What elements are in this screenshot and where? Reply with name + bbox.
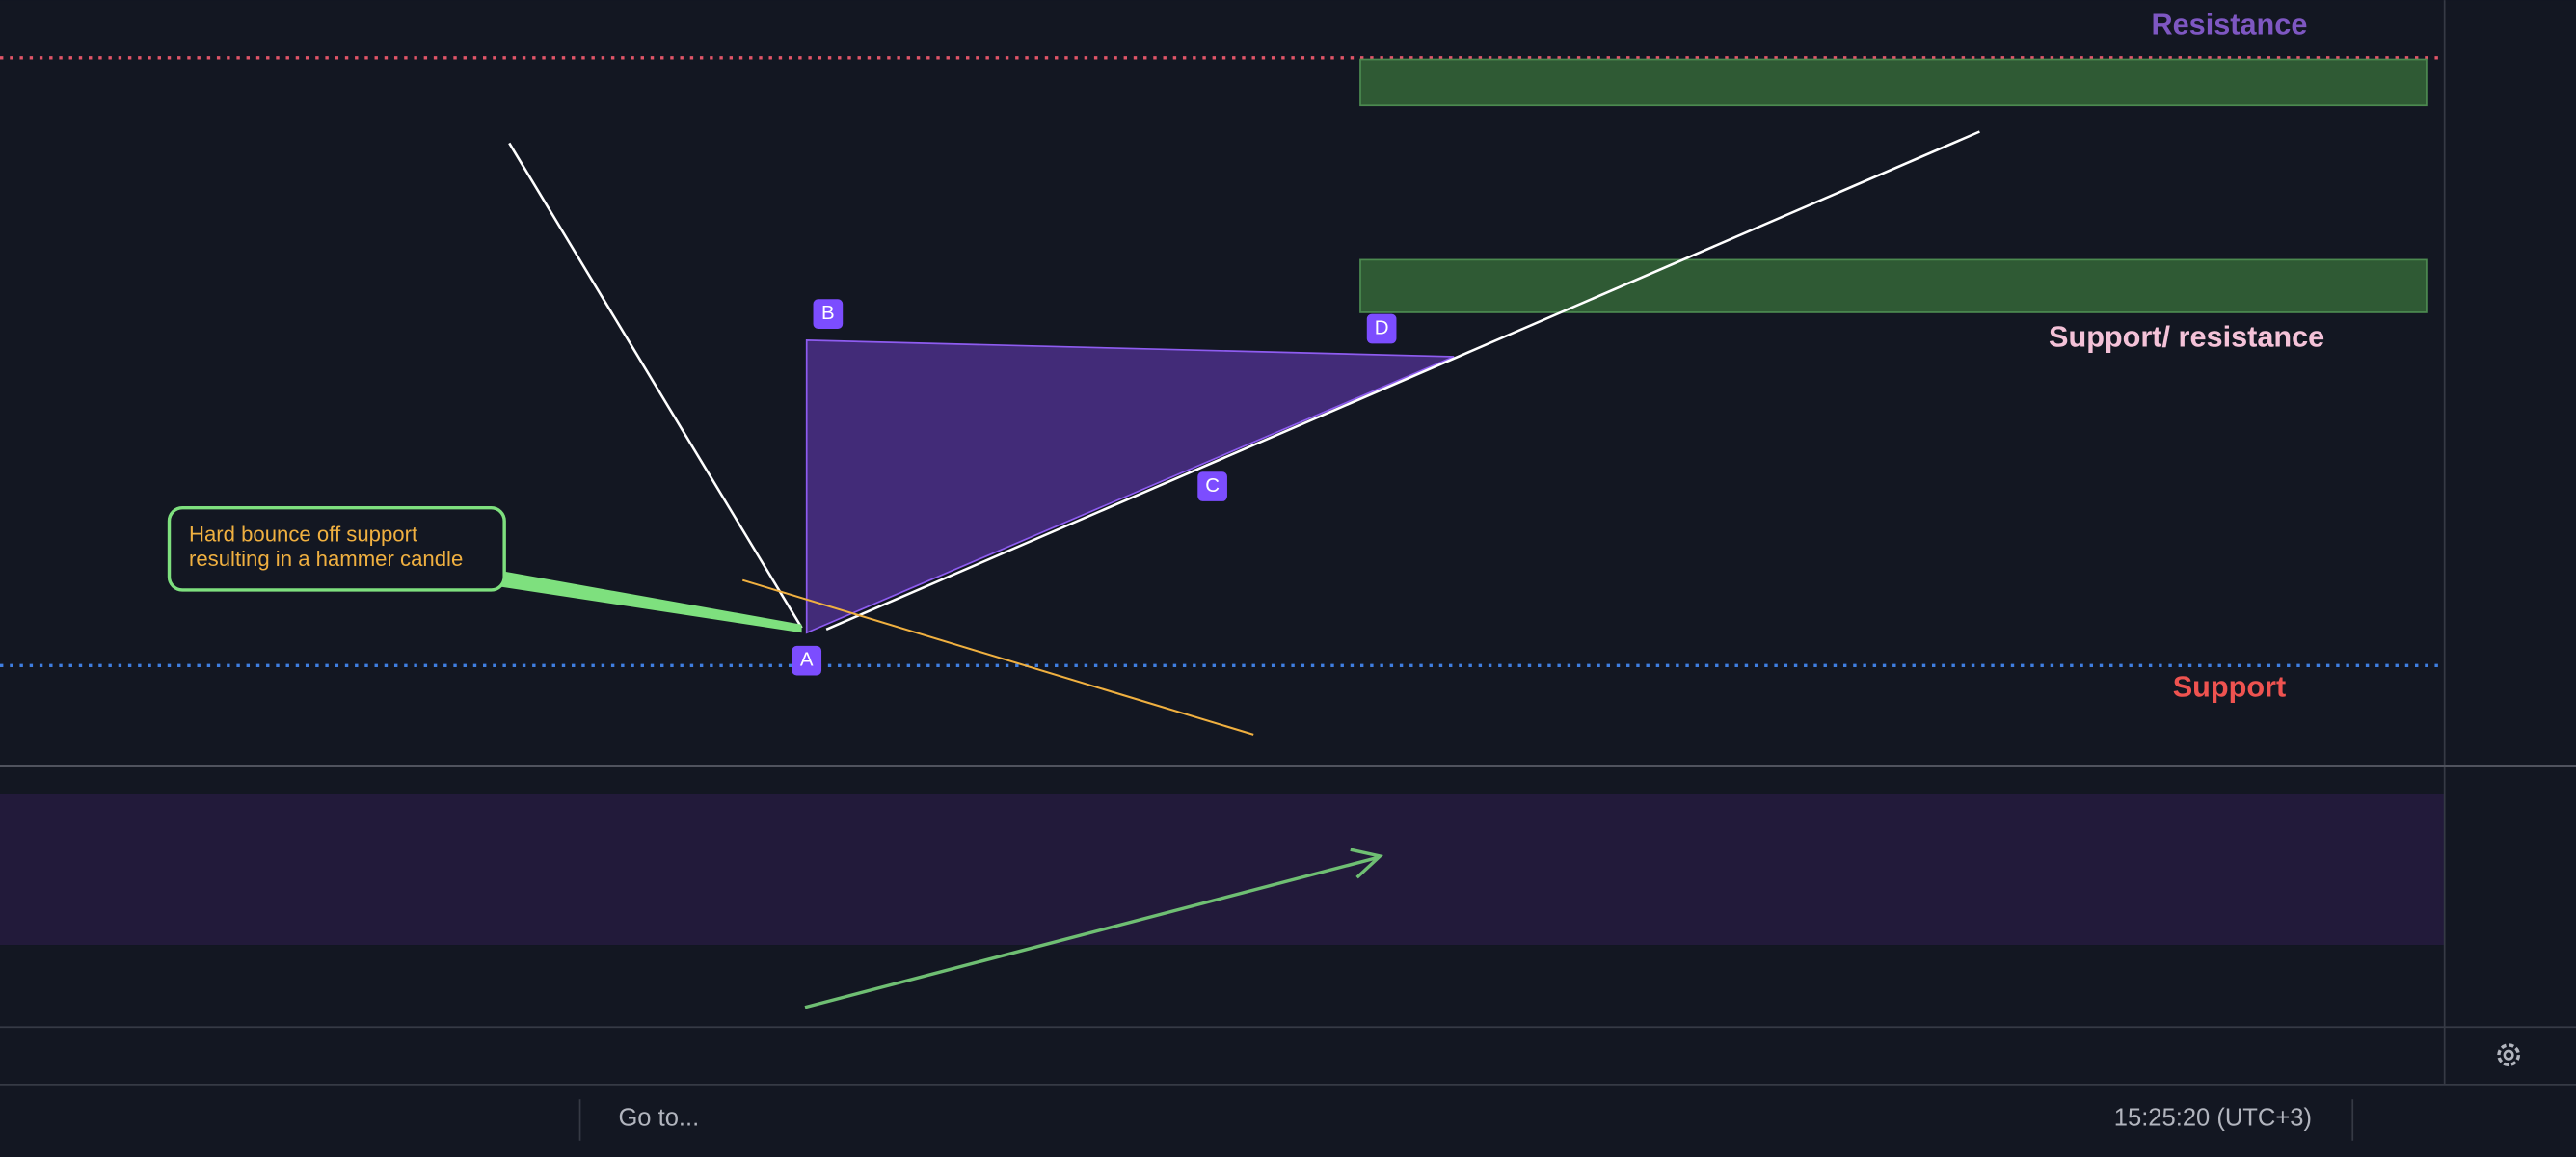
triangle: [805, 339, 1455, 634]
trend-line: [741, 578, 1254, 736]
resistance-zone: [1359, 58, 2428, 107]
settings-icon[interactable]: [2503, 1049, 2514, 1061]
callout-box: [167, 506, 506, 592]
resistance-label: Resistance: [2151, 9, 2307, 41]
trend-line: [508, 142, 803, 629]
point-label: D: [1375, 316, 1389, 338]
support-label: Support: [2173, 670, 2287, 703]
rsi-arrow: [804, 856, 1378, 1009]
callout-text: resulting in a hammer candle: [189, 547, 463, 571]
settings-icon[interactable]: [2497, 1043, 2521, 1067]
point-label: C: [1205, 474, 1220, 497]
point-marker: [792, 645, 822, 676]
point-label: A: [800, 649, 814, 671]
point-marker: [1197, 471, 1227, 501]
toolbar: Go to... 15:25:20 (UTC+3): [578, 1099, 2354, 1141]
rsi-arrow-head: [1350, 848, 1383, 879]
point-marker: [1366, 313, 1397, 344]
callout-pointer: [489, 570, 802, 633]
support-resistance-label: Support/ resistance: [2049, 320, 2324, 353]
point-marker: [813, 299, 844, 329]
rsi-band: [0, 794, 2445, 946]
clock: 15:25:20 (UTC+3): [2114, 1104, 2312, 1131]
trend-line: [825, 130, 1980, 631]
drawings: Hard bounce off support resulting in a h…: [167, 9, 2324, 1009]
axes-frame: [0, 0, 2576, 1086]
support-zone: [1359, 258, 2428, 313]
callout-text: Hard bounce off support: [189, 523, 417, 547]
point-label: B: [821, 302, 835, 324]
goto-button[interactable]: Go to...: [618, 1104, 699, 1131]
levels: [0, 56, 2445, 668]
